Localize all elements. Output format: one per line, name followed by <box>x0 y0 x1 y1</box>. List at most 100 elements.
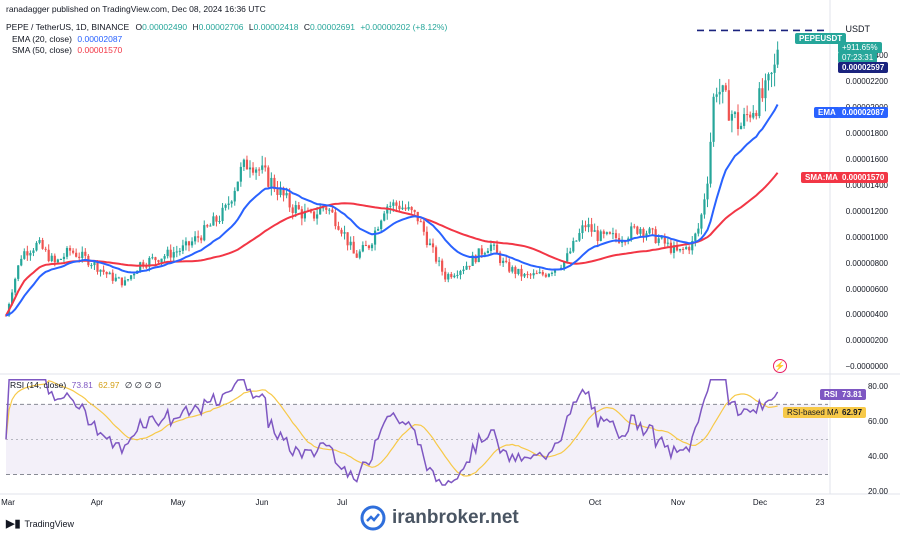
candle-body <box>499 252 502 263</box>
candle-body <box>502 260 505 263</box>
candle-body <box>239 166 242 182</box>
sma-tag: SMA:MA <box>801 172 842 183</box>
time-tick-label: Nov <box>670 498 686 507</box>
symbol-ohlc-line: PEPE / TetherUS, 1D, BINANCE O0.00002490… <box>6 22 447 32</box>
candle-body <box>431 243 435 248</box>
candle-body <box>377 229 380 231</box>
candle-body <box>242 159 245 167</box>
candle-body <box>456 274 459 276</box>
pct-change-tag: +911.65% <box>838 42 882 53</box>
candle-body <box>703 199 706 215</box>
candle-body <box>639 228 642 234</box>
candle-body <box>50 255 53 262</box>
candle-body <box>26 251 29 256</box>
candle-body <box>407 207 410 210</box>
candle-body <box>401 207 404 210</box>
candle-body <box>23 251 26 259</box>
symbol-name[interactable]: PEPE / TetherUS, 1D, BINANCE <box>6 22 130 32</box>
candle-body <box>218 221 221 223</box>
tv-brand-text: TradingView <box>24 518 75 529</box>
candle-body <box>462 269 465 272</box>
candle-body <box>739 125 743 129</box>
candle-body <box>712 96 715 142</box>
rsi-value-tag: 73.81 <box>838 389 867 400</box>
candle-body <box>584 225 587 228</box>
rsi-value: 73.81 <box>71 380 93 390</box>
tradingview-logo[interactable]: ▶▮ TradingView <box>6 517 74 530</box>
candle-body <box>569 251 572 254</box>
candle-body <box>767 74 770 81</box>
candle-body <box>526 273 529 275</box>
candle-body <box>672 245 676 253</box>
sma-legend[interactable]: SMA (50, close) 0.00001570 <box>12 45 122 55</box>
candle-body <box>291 207 294 213</box>
rsi-header[interactable]: RSI (14, close) 73.81 62.97 ∅ ∅ ∅ ∅ <box>10 380 162 391</box>
ohlc-close-label: C <box>303 22 311 32</box>
candle-body <box>758 88 761 117</box>
candle-body <box>248 167 252 170</box>
candle-body <box>660 236 663 239</box>
candle-body <box>169 249 172 258</box>
rsi-tick-label: 20.00 <box>867 487 888 496</box>
ema-tag: EMA <box>814 107 840 118</box>
price-tick-label: 0.00000600 <box>845 284 888 294</box>
currency-label: USDT <box>845 24 871 34</box>
candle-body <box>636 226 639 234</box>
candle-body <box>105 272 108 275</box>
candle-body <box>691 240 694 251</box>
candle-body <box>224 204 227 208</box>
candle-body <box>367 245 371 249</box>
candle-body <box>444 271 447 280</box>
price-tick-label: 0.00000200 <box>845 336 888 346</box>
candle-body <box>532 273 535 276</box>
candle-body <box>84 251 87 256</box>
ohlc-open: 0.00002490 <box>142 22 188 32</box>
candle-body <box>553 269 557 273</box>
candle-body <box>422 221 425 232</box>
candle-body <box>129 275 133 280</box>
ohlc-low-label: L <box>248 22 254 32</box>
candle-body <box>123 280 127 286</box>
candle-body <box>749 114 752 118</box>
candle-body <box>75 252 78 257</box>
candle-body <box>236 181 239 191</box>
candle-body <box>419 221 422 223</box>
candle-body <box>566 253 569 262</box>
candle-body <box>68 248 72 251</box>
candle-body <box>483 253 486 255</box>
time-tick-label: Oct <box>588 498 602 507</box>
candle-body <box>194 236 197 242</box>
candle-body <box>14 278 17 293</box>
candle-body <box>468 265 471 267</box>
sma-value-tag: 0.00001570 <box>838 172 889 183</box>
time-tick-label: May <box>170 498 186 507</box>
candle-body <box>276 189 279 195</box>
candle-body <box>529 274 532 276</box>
candle-body <box>675 245 679 251</box>
candle-body <box>425 231 428 246</box>
price-tick-label: 0.00001800 <box>845 128 888 138</box>
candle-body <box>373 230 377 245</box>
rsi-tag: RSI <box>820 389 842 400</box>
ema-legend[interactable]: EMA (20, close) 0.00002087 <box>12 34 122 44</box>
candle-body <box>700 214 703 229</box>
candle-body <box>197 236 200 238</box>
candle-body <box>438 260 441 262</box>
candle-body <box>605 232 608 234</box>
candle-body <box>480 248 483 255</box>
candle-body <box>175 251 178 253</box>
candle-body <box>575 240 578 242</box>
candle-body <box>111 272 114 281</box>
candle-body <box>523 273 526 277</box>
ohlc-close: 0.00002691 <box>310 22 355 32</box>
candle-body <box>270 177 273 187</box>
alert-clock-icon[interactable]: ⚡ <box>773 359 787 373</box>
ohlc-high-label: H <box>192 22 199 32</box>
time-tick-label: Mar <box>1 498 15 507</box>
candle-body <box>340 229 343 234</box>
candle-body <box>279 187 282 195</box>
candle-body <box>547 273 550 277</box>
ema-value-tag: 0.00002087 <box>838 107 889 118</box>
candle-body <box>386 206 389 214</box>
